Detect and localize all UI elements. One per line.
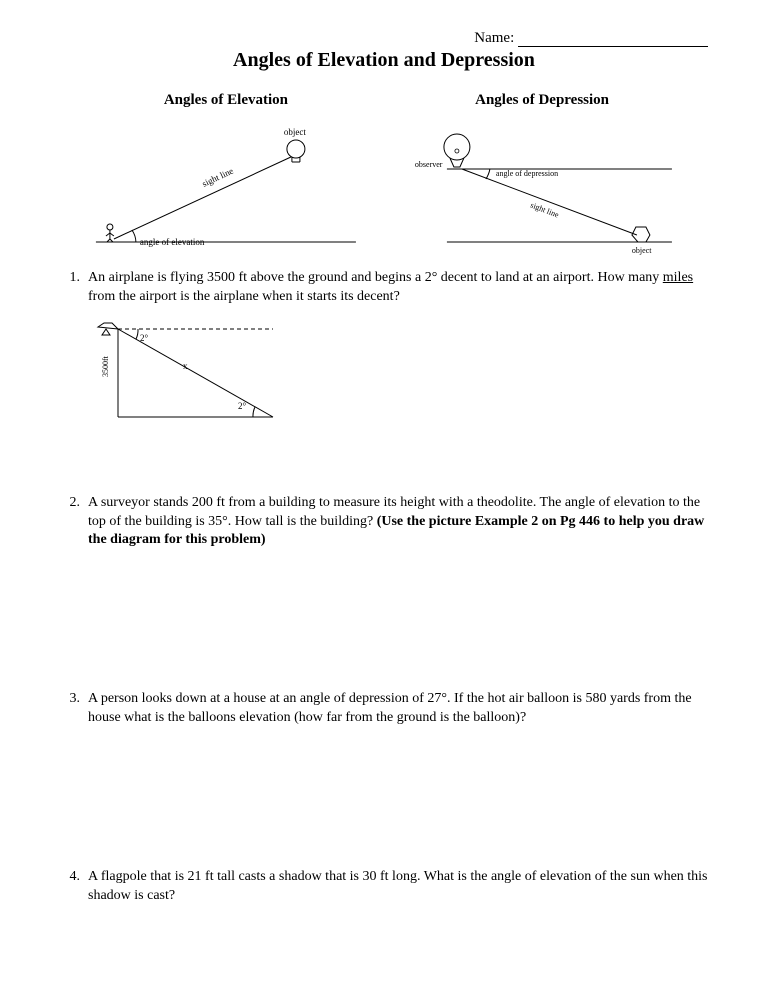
problem-1: 1. An airplane is flying 3500 ft above t… <box>60 269 708 434</box>
problem-1-text-b: from the airport is the airplane when it… <box>88 289 400 304</box>
problems-list: 1. An airplane is flying 3500 ft above t… <box>60 269 708 906</box>
dep-observer-label: observer <box>415 160 443 169</box>
name-label: Name: <box>474 30 514 46</box>
problem-1-text-a: An airplane is flying 3500 ft above the … <box>88 270 663 285</box>
q1-var: x <box>183 361 188 371</box>
elevation-column: Angles of Elevation <box>80 92 372 257</box>
dep-angle-label: angle of depression <box>496 169 558 178</box>
page-title: Angles of Elevation and Depression <box>60 49 708 72</box>
problem-3-number: 3. <box>60 690 88 728</box>
elevation-heading: Angles of Elevation <box>80 92 372 109</box>
q1-alt-label: 3500ft <box>101 355 110 377</box>
dep-sight-label: sight line <box>529 200 560 219</box>
problem-1-text-und: miles <box>663 270 693 285</box>
depression-heading: Angles of Depression <box>396 92 688 109</box>
problem-4-body: A flagpole that is 21 ft tall casts a sh… <box>88 868 708 906</box>
name-field: Name: <box>60 30 708 47</box>
elevation-diagram: object sight line angle of elevation <box>80 127 372 257</box>
dep-object-label: object <box>632 246 652 255</box>
problem-1-body: An airplane is flying 3500 ft above the … <box>88 269 708 434</box>
problem-3-body: A person looks down at a house at an ang… <box>88 690 708 728</box>
depression-column: Angles of Depression observer angle o <box>396 92 688 257</box>
problem-2-number: 2. <box>60 494 88 551</box>
elev-object-label: object <box>284 127 306 137</box>
problem-1-figure: 3500ft 2° 2° x <box>88 317 708 434</box>
diagrams-row: Angles of Elevation <box>80 92 688 257</box>
problem-3: 3. A person looks down at a house at an … <box>60 690 708 728</box>
problem-1-number: 1. <box>60 269 88 434</box>
name-blank-line <box>518 46 708 47</box>
q1-angle-bottom: 2° <box>238 401 247 411</box>
problem-4-number: 4. <box>60 868 88 906</box>
q1-angle-top: 2° <box>140 333 149 343</box>
elev-angle-label: angle of elevation <box>140 237 205 247</box>
problem-2-body: A surveyor stands 200 ft from a building… <box>88 494 708 551</box>
problem-2: 2. A surveyor stands 200 ft from a build… <box>60 494 708 551</box>
problem-4: 4. A flagpole that is 21 ft tall casts a… <box>60 868 708 906</box>
depression-diagram: observer angle of depression sight line … <box>396 127 688 257</box>
